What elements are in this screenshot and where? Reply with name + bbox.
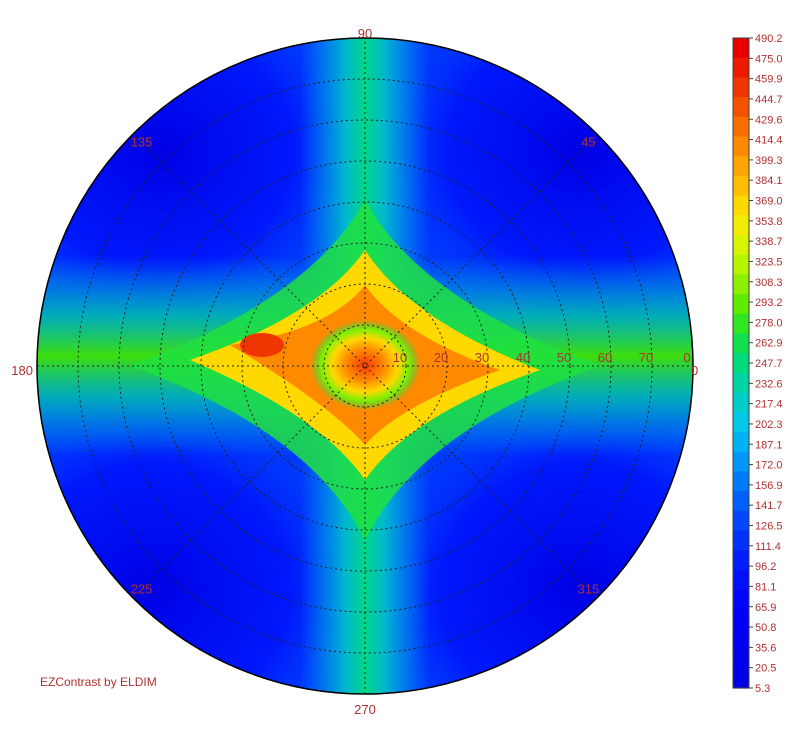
- colorbar-swatch: [733, 589, 749, 610]
- angle-label-0: 0: [691, 363, 698, 378]
- radial-tick-label: 0: [683, 350, 690, 365]
- colorbar-swatch: [733, 550, 749, 571]
- colorbar-swatch: [733, 116, 749, 138]
- colorbar-label: 247.7: [755, 358, 783, 370]
- colorbar: 490.2 475.0 459.9 444.7 429.6 414.4 399.3 384.1…: [732, 33, 783, 695]
- angle-label-270: 270: [354, 702, 376, 717]
- colorbar-swatch: [733, 609, 749, 630]
- polar-grid: [37, 38, 693, 694]
- colorbar-swatch: [733, 569, 749, 591]
- colorbar-swatch: [733, 451, 749, 472]
- colorbar-label: 5.3: [755, 683, 770, 695]
- colorbar-label: 323.5: [755, 256, 783, 268]
- colorbar-label: 399.3: [755, 155, 783, 167]
- angle-label-135: 135: [131, 135, 153, 150]
- radial-tick-label: 50: [557, 350, 571, 365]
- colorbar-swatch: [733, 156, 749, 177]
- grid-ring: [323, 324, 407, 408]
- colorbar-swatch: [733, 491, 749, 512]
- radial-tick-label: 70: [639, 350, 653, 365]
- colorbar-swatch: [733, 628, 749, 650]
- colorbar-swatch: [733, 530, 749, 551]
- colorbar-label: 141.7: [755, 500, 783, 512]
- colorbar-label: 414.4: [755, 135, 783, 147]
- colorbar-swatch: [733, 372, 749, 394]
- colorbar-label: 50.8: [755, 622, 776, 634]
- colorbar-swatch: [733, 510, 749, 532]
- radial-tick-label: 40: [516, 350, 530, 365]
- colorbar-label: 217.4: [755, 399, 783, 411]
- angle-label-180: 180: [11, 363, 33, 378]
- colorbar-swatch: [733, 195, 749, 216]
- grid-spoke: [132, 133, 598, 599]
- colorbar-label: 338.7: [755, 236, 783, 248]
- colorbar-label: 384.1: [755, 175, 783, 187]
- colorbar-label: 293.2: [755, 297, 783, 309]
- radial-tick-label: 60: [598, 350, 612, 365]
- colorbar-swatch: [733, 136, 749, 157]
- colorbar-swatch: [733, 254, 749, 275]
- angle-label-45: 45: [581, 135, 595, 150]
- radial-tick-labels: 10 20 30 40 50 60 70 0: [393, 350, 691, 365]
- colorbar-label: 172.0: [755, 460, 783, 472]
- colorbar-label: 156.9: [755, 480, 783, 492]
- angle-label-315: 315: [578, 581, 600, 596]
- colorbar-swatch: [733, 77, 749, 98]
- colorbar-label: 81.1: [755, 581, 776, 593]
- radial-tick-label: 10: [393, 350, 407, 365]
- colorbar-swatch: [733, 274, 749, 295]
- angle-label-225: 225: [131, 581, 153, 596]
- colorbar-label: 475.0: [755, 53, 783, 65]
- colorbar-label: 35.6: [755, 642, 776, 654]
- radial-tick-label: 30: [475, 350, 489, 365]
- colorbar-swatch: [733, 471, 749, 492]
- colorbar-swatch: [733, 668, 749, 689]
- colorbar-swatch: [733, 412, 749, 433]
- colorbar-label: 429.6: [755, 114, 783, 126]
- colorbar-swatch: [733, 234, 749, 256]
- colorbar-label: 459.9: [755, 74, 783, 86]
- colorbar-swatch: [733, 38, 749, 59]
- colorbar-label: 444.7: [755, 94, 783, 106]
- colorbar-label: 65.9: [755, 602, 776, 614]
- colorbar-label: 369.0: [755, 196, 783, 208]
- colorbar-label: 187.1: [755, 439, 783, 451]
- colorbar-swatch: [733, 392, 749, 413]
- colorbar-label: 278.0: [755, 317, 783, 329]
- colorbar-label: 490.2: [755, 33, 783, 45]
- colorbar-label: 262.9: [755, 338, 783, 350]
- colorbar-swatch: [733, 648, 749, 669]
- colorbar-swatch: [733, 97, 749, 118]
- colorbar-label: 353.8: [755, 216, 783, 228]
- colorbar-label: 20.5: [755, 663, 776, 675]
- angle-label-90: 90: [358, 26, 372, 41]
- angle-tick-labels: 90 45 135 180 225 270 315 0: [11, 26, 698, 717]
- colorbar-label: 232.6: [755, 378, 783, 390]
- colorbar-swatch: [733, 313, 749, 335]
- colorbar-label: 202.3: [755, 419, 783, 431]
- colorbar-label: 111.4: [755, 541, 781, 553]
- radial-tick-label: 20: [434, 350, 448, 365]
- colorbar-swatch: [733, 215, 749, 236]
- colorbar-swatch: [733, 431, 749, 453]
- colorbar-swatch: [733, 333, 749, 354]
- colorbar-swatch: [733, 175, 749, 197]
- grid-ring: [159, 160, 571, 572]
- colorbar-swatch: [733, 294, 749, 315]
- colorbar-swatch: [733, 353, 749, 374]
- footer-credit: EZContrast by ELDIM: [40, 675, 157, 689]
- grid-spoke: [132, 133, 598, 599]
- colorbar-label: 96.2: [755, 561, 776, 573]
- colorbar-label: 126.5: [755, 521, 783, 533]
- heatmap-disk: [37, 38, 693, 694]
- colorbar-label: 308.3: [755, 277, 783, 289]
- colorbar-swatch: [733, 57, 749, 78]
